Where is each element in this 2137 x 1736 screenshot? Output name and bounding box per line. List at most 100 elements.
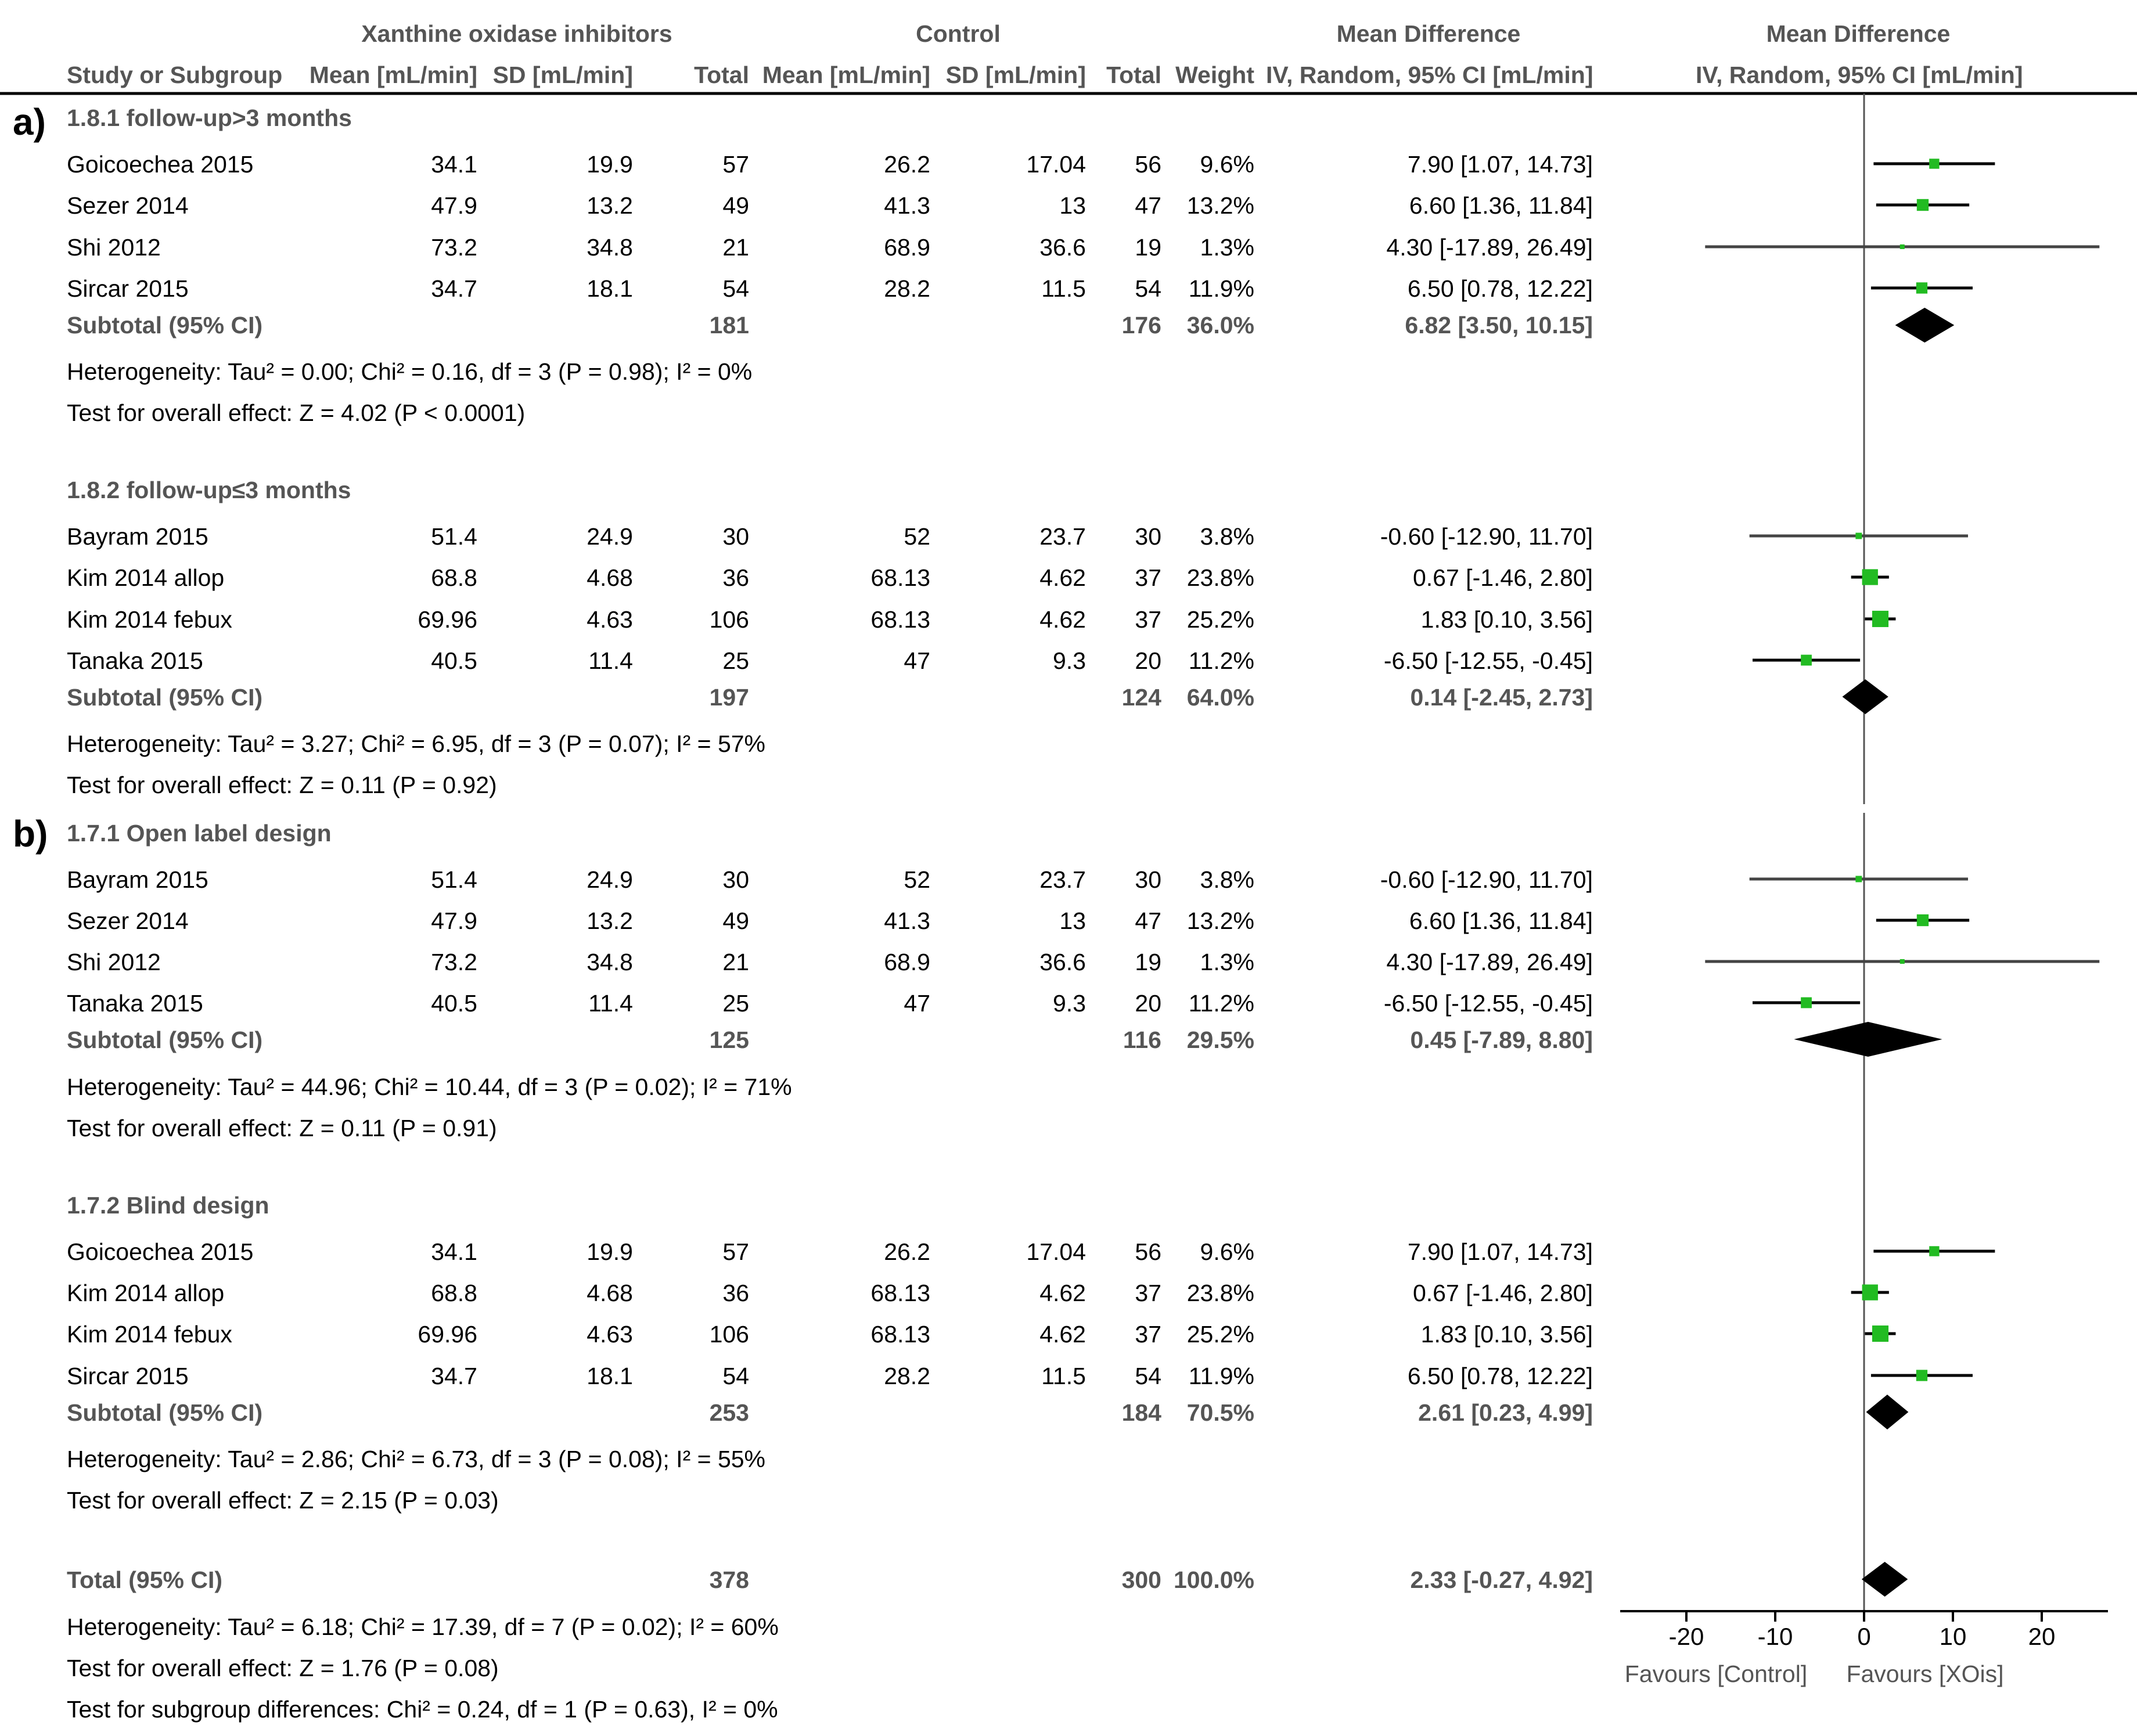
study-mean-control: 47 <box>904 990 930 1017</box>
study-weight: 25.2% <box>1186 606 1254 633</box>
x-tick-label: 20 <box>2028 1623 2056 1650</box>
study-total-xoi: 106 <box>709 1321 749 1348</box>
study-sd-control: 17.04 <box>1026 1238 1086 1265</box>
subtotal-label: Subtotal (95% CI) <box>67 684 263 711</box>
study-mean-control: 26.2 <box>884 151 930 178</box>
subtotal-diamond <box>1842 679 1888 714</box>
study-sd-xoi: 19.9 <box>587 151 633 178</box>
study-mean-control: 68.13 <box>870 606 930 633</box>
study-sd-control: 23.7 <box>1039 866 1086 893</box>
header-mean-xoi: Mean [mL/min] <box>309 62 477 88</box>
study-sd-xoi: 24.9 <box>587 866 633 893</box>
study-mean-control: 41.3 <box>884 907 930 934</box>
study-total-control: 30 <box>1135 866 1161 893</box>
study-name: Sircar 2015 <box>67 275 189 302</box>
study-total-control: 37 <box>1135 606 1161 633</box>
study-total-control: 19 <box>1135 234 1161 261</box>
total-diamond <box>1861 1562 1908 1597</box>
study-sd-control: 13 <box>1059 907 1086 934</box>
total-n-xoi: 378 <box>709 1566 749 1593</box>
study-mean-control: 68.9 <box>884 234 930 261</box>
study-marker <box>1862 1284 1878 1301</box>
subtotal-label: Subtotal (95% CI) <box>67 312 263 338</box>
study-name: Kim 2014 febux <box>67 1321 232 1348</box>
study-sd-control: 11.5 <box>1041 1363 1086 1389</box>
study-mean-xoi: 51.4 <box>431 523 477 550</box>
study-total-xoi: 36 <box>722 564 749 591</box>
subtotal-ci: 0.45 [-7.89, 8.80] <box>1410 1027 1593 1053</box>
study-marker <box>1899 244 1905 249</box>
study-total-control: 37 <box>1135 564 1161 591</box>
study-weight: 9.6% <box>1200 151 1254 178</box>
subgroup-differences-text: Test for subgroup differences: Chi² = 0.… <box>67 1696 778 1723</box>
study-weight: 9.6% <box>1200 1238 1254 1265</box>
study-total-control: 30 <box>1135 523 1161 550</box>
subtotal-label: Subtotal (95% CI) <box>67 1027 263 1053</box>
study-sd-xoi: 34.8 <box>587 949 633 975</box>
subtotal-weight: 64.0% <box>1186 684 1254 711</box>
header-ci: IV, Random, 95% CI [mL/min] <box>1266 62 1593 88</box>
header-mean-difference: Mean Difference <box>1336 20 1521 47</box>
study-mean-control: 28.2 <box>884 275 930 302</box>
study-mean-control: 68.9 <box>884 949 930 975</box>
study-ci: 6.60 [1.36, 11.84] <box>1409 907 1593 934</box>
study-sd-xoi: 13.2 <box>587 907 633 934</box>
study-sd-control: 4.62 <box>1039 1280 1086 1306</box>
subtotal-diamond <box>1794 1022 1942 1057</box>
study-mean-xoi: 40.5 <box>431 647 477 674</box>
study-total-xoi: 49 <box>722 192 749 219</box>
subtotal-total-control: 184 <box>1121 1399 1161 1426</box>
study-marker <box>1916 914 1929 927</box>
study-marker <box>1929 159 1940 169</box>
heterogeneity-text: Heterogeneity: Tau² = 44.96; Chi² = 10.4… <box>67 1074 792 1100</box>
study-weight: 1.3% <box>1200 234 1254 261</box>
study-ci: 1.83 [0.10, 3.56] <box>1420 606 1593 633</box>
study-weight: 11.2% <box>1188 990 1254 1017</box>
subtotal-weight: 70.5% <box>1186 1399 1254 1426</box>
study-sd-control: 11.5 <box>1041 275 1086 302</box>
header-ci-plot: IV, Random, 95% CI [mL/min] <box>1696 62 2023 88</box>
header-total-control: Total <box>1106 62 1161 88</box>
header-mean-difference-plot: Mean Difference <box>1766 20 1951 47</box>
study-mean-xoi: 69.96 <box>418 606 477 633</box>
heterogeneity-text: Heterogeneity: Tau² = 3.27; Chi² = 6.95,… <box>67 730 766 757</box>
study-ci: 6.60 [1.36, 11.84] <box>1409 192 1593 219</box>
study-mean-control: 52 <box>904 523 930 550</box>
subtotal-total-xoi: 253 <box>709 1399 749 1426</box>
study-mean-control: 47 <box>904 647 930 674</box>
study-marker <box>1855 532 1862 539</box>
study-ci: -0.60 [-12.90, 11.70] <box>1380 866 1593 893</box>
study-total-control: 56 <box>1135 151 1161 178</box>
study-ci: -0.60 [-12.90, 11.70] <box>1380 523 1593 550</box>
total-heterogeneity-text: Heterogeneity: Tau² = 6.18; Chi² = 17.39… <box>67 1613 779 1640</box>
header-sd-xoi: SD [mL/min] <box>492 62 633 88</box>
study-sd-xoi: 18.1 <box>587 1363 633 1389</box>
study-sd-xoi: 4.68 <box>587 1280 633 1306</box>
study-mean-xoi: 34.1 <box>431 151 477 178</box>
study-ci: 1.83 [0.10, 3.56] <box>1420 1321 1593 1348</box>
study-mean-control: 68.13 <box>870 564 930 591</box>
subtotal-diamond <box>1866 1395 1909 1429</box>
study-total-xoi: 36 <box>722 1280 749 1306</box>
study-weight: 11.9% <box>1188 275 1254 302</box>
header-total-xoi: Total <box>694 62 749 88</box>
study-total-control: 19 <box>1135 949 1161 975</box>
study-total-xoi: 57 <box>722 1238 749 1265</box>
study-total-xoi: 21 <box>722 234 749 261</box>
group-title: 1.7.2 Blind design <box>67 1192 269 1219</box>
study-name: Bayram 2015 <box>67 523 208 550</box>
study-total-xoi: 25 <box>722 647 749 674</box>
study-total-control: 47 <box>1135 907 1161 934</box>
study-mean-xoi: 68.8 <box>431 1280 477 1306</box>
group-title: 1.8.1 follow-up>3 months <box>67 105 352 131</box>
overall-effect-text: Test for overall effect: Z = 0.11 (P = 0… <box>67 772 497 798</box>
study-total-xoi: 25 <box>722 990 749 1017</box>
study-mean-xoi: 73.2 <box>431 949 477 975</box>
study-total-control: 47 <box>1135 192 1161 219</box>
study-weight: 1.3% <box>1200 949 1254 975</box>
study-total-xoi: 54 <box>722 1363 749 1389</box>
study-name: Shi 2012 <box>67 234 161 261</box>
total-ci: 2.33 [-0.27, 4.92] <box>1410 1566 1593 1593</box>
subtotal-weight: 36.0% <box>1186 312 1254 338</box>
